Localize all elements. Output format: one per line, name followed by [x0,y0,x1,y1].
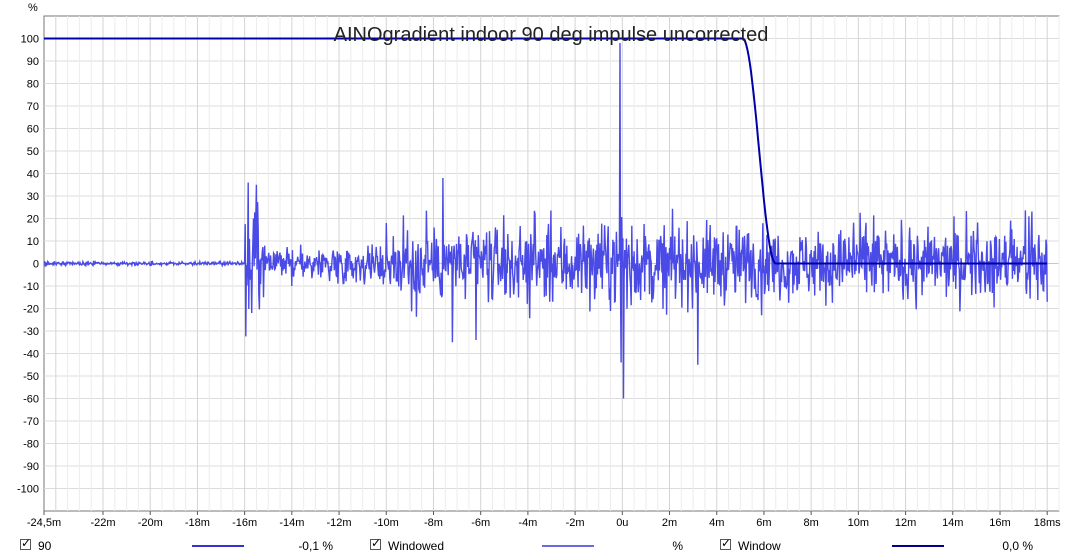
legend-line-window [892,545,944,547]
x-tick-label: -24,5m [27,517,61,529]
chart-title: AINOgradient indoor 90 deg impulse uncor… [334,24,769,46]
series-90-line [43,42,1048,399]
y-tick-label: 100 [21,34,39,46]
x-tick-label: -2m [566,517,585,529]
legend-value-window: 0,0 % [1002,539,1033,553]
x-tick-label: -4m [518,517,537,529]
series-layer [43,37,1048,399]
y-tick-label: -90 [23,461,39,473]
x-tick-label: 2m [662,517,677,529]
x-tick-label: -14m [279,517,304,529]
x-tick-label: 14m [942,517,963,529]
legend-item-window[interactable]: Window 0,0 % [700,534,1070,560]
x-tick-label: -8m [424,517,443,529]
y-tick-label: 40 [27,169,39,181]
x-tick-label: -6m [471,517,490,529]
y-tick-label: -10 [23,281,39,293]
x-tick-label: 6m [756,517,771,529]
y-unit-label: % [28,2,38,14]
y-tick-label: 60 [27,124,39,136]
x-tick-label: 0u [616,517,628,529]
y-tick-label: -20 [23,304,39,316]
y-tick-label: -100 [17,484,39,496]
y-tick-label: 30 [27,191,39,203]
checkbox-windowed[interactable] [370,536,381,550]
legend-line-90 [192,545,244,547]
y-tick-label: -70 [23,416,39,428]
y-tick-label: -30 [23,326,39,338]
y-tick-label: 90 [27,56,39,68]
legend-bar: 90 -0,1 % Windowed % Window 0,0 % [0,534,1080,560]
x-tick-label: -12m [327,517,352,529]
x-tick-label: -10m [374,517,399,529]
y-tick-label: -60 [23,394,39,406]
y-tick-label: -50 [23,371,39,383]
x-tick-label: 18ms [1034,517,1061,529]
legend-name-window: Window [738,539,781,553]
y-tick-label: -80 [23,439,39,451]
legend-value-90: -0,1 % [298,539,333,553]
impulse-chart: 1009080706050403020100-10-20-30-40-50-60… [17,2,1061,529]
legend-line-windowed [542,545,594,547]
x-tick-label: 12m [895,517,916,529]
y-tick-label: -40 [23,349,39,361]
x-tick-label: -18m [185,517,210,529]
x-tick-label: -16m [232,517,257,529]
y-axis: 1009080706050403020100-10-20-30-40-50-60… [17,34,39,496]
y-tick-label: 70 [27,101,39,113]
series-window-line [44,37,1048,265]
x-tick-label: 8m [804,517,819,529]
checkbox-90[interactable] [20,536,31,550]
x-tick-label: 4m [709,517,724,529]
x-tick-label: 10m [848,517,869,529]
y-tick-label: 10 [27,236,39,248]
y-tick-label: 80 [27,79,39,91]
y-tick-label: 20 [27,214,39,226]
legend-item-windowed[interactable]: Windowed % [350,534,710,560]
x-tick-label: -20m [138,517,163,529]
legend-name-windowed: Windowed [388,539,445,553]
legend-name-90: 90 [38,539,52,553]
y-tick-label: 0 [33,259,39,271]
x-axis: -24,5m -22m -20m -18m -16m -14m -12m -10m -8m -6m… [27,511,1061,529]
y-tick-label: 50 [27,146,39,158]
x-tick-label: 16m [989,517,1010,529]
checkbox-window[interactable] [720,536,731,550]
legend-item-90[interactable]: 90 -0,1 % [0,534,360,560]
legend-value-windowed: % [672,539,683,553]
x-tick-label: -22m [90,517,115,529]
